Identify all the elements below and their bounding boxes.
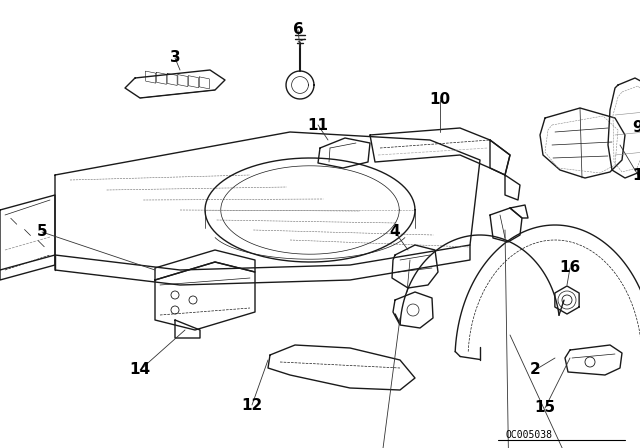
Text: 16: 16 [559, 260, 580, 276]
Text: 2: 2 [530, 362, 540, 378]
Text: 11: 11 [307, 117, 328, 133]
Text: 5: 5 [36, 224, 47, 240]
Text: 1: 1 [633, 168, 640, 182]
Text: OC005038: OC005038 [505, 430, 552, 440]
Text: 9: 9 [633, 121, 640, 135]
Text: 12: 12 [241, 397, 262, 413]
Text: 10: 10 [429, 92, 451, 108]
Text: 15: 15 [534, 401, 556, 415]
Text: 3: 3 [170, 51, 180, 65]
Text: 6: 6 [292, 22, 303, 38]
Text: 14: 14 [129, 362, 150, 378]
Text: 4: 4 [390, 224, 400, 240]
